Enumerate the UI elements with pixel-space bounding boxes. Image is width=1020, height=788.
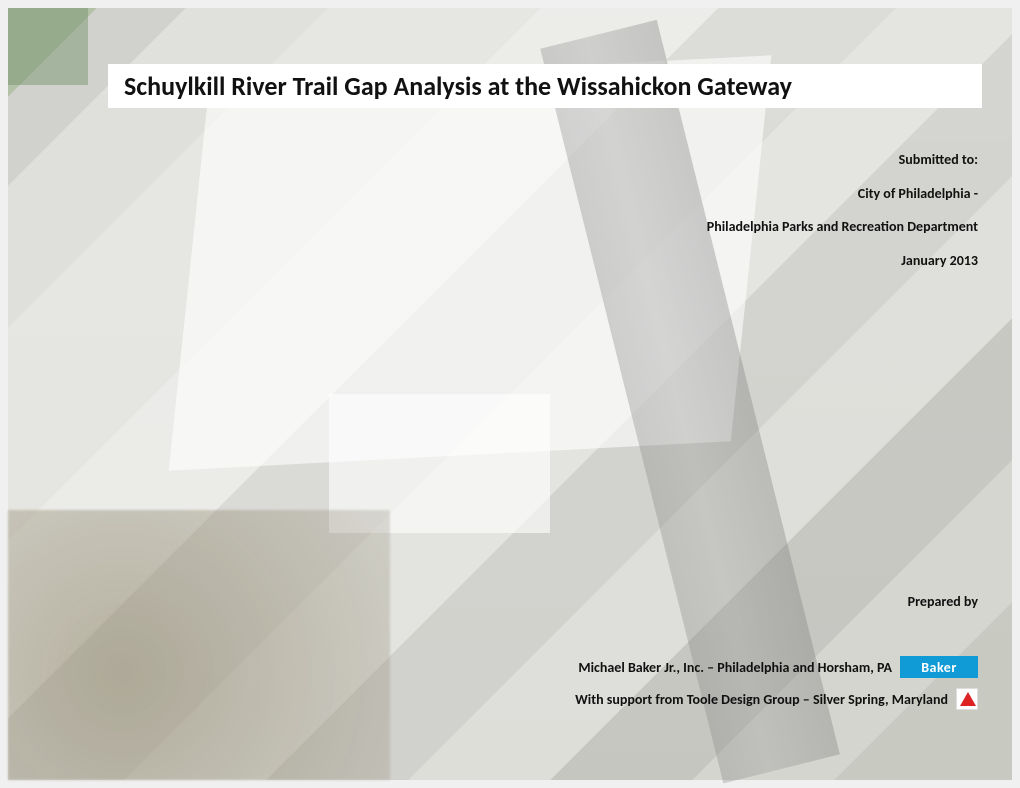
client-department: Philadelphia Parks and Recreation Depart…	[707, 217, 978, 237]
prepared-by-block: Prepared by Michael Baker Jr., Inc. – Ph…	[575, 593, 978, 710]
sub-consultant-row: With support from Toole Design Group – S…	[575, 688, 978, 710]
cover-image-area: Schuylkill River Trail Gap Analysis at t…	[8, 8, 1012, 780]
baker-logo: Baker	[900, 656, 978, 678]
submission-meta: Submitted to: City of Philadelphia - Phi…	[707, 150, 978, 284]
document-page: Schuylkill River Trail Gap Analysis at t…	[0, 0, 1020, 788]
prime-consultant-row: Michael Baker Jr., Inc. – Philadelphia a…	[575, 656, 978, 678]
sub-consultant-text: With support from Toole Design Group – S…	[575, 691, 948, 708]
submitted-to-label: Submitted to:	[707, 150, 978, 170]
toole-logo-icon	[956, 688, 978, 710]
report-title: Schuylkill River Trail Gap Analysis at t…	[108, 64, 982, 108]
prepared-by-label: Prepared by	[575, 593, 978, 610]
bg-river-corner	[8, 8, 88, 85]
client-name: City of Philadelphia -	[707, 184, 978, 204]
report-date: January 2013	[707, 251, 978, 271]
bg-trees	[8, 510, 390, 780]
prime-consultant-text: Michael Baker Jr., Inc. – Philadelphia a…	[578, 659, 892, 676]
